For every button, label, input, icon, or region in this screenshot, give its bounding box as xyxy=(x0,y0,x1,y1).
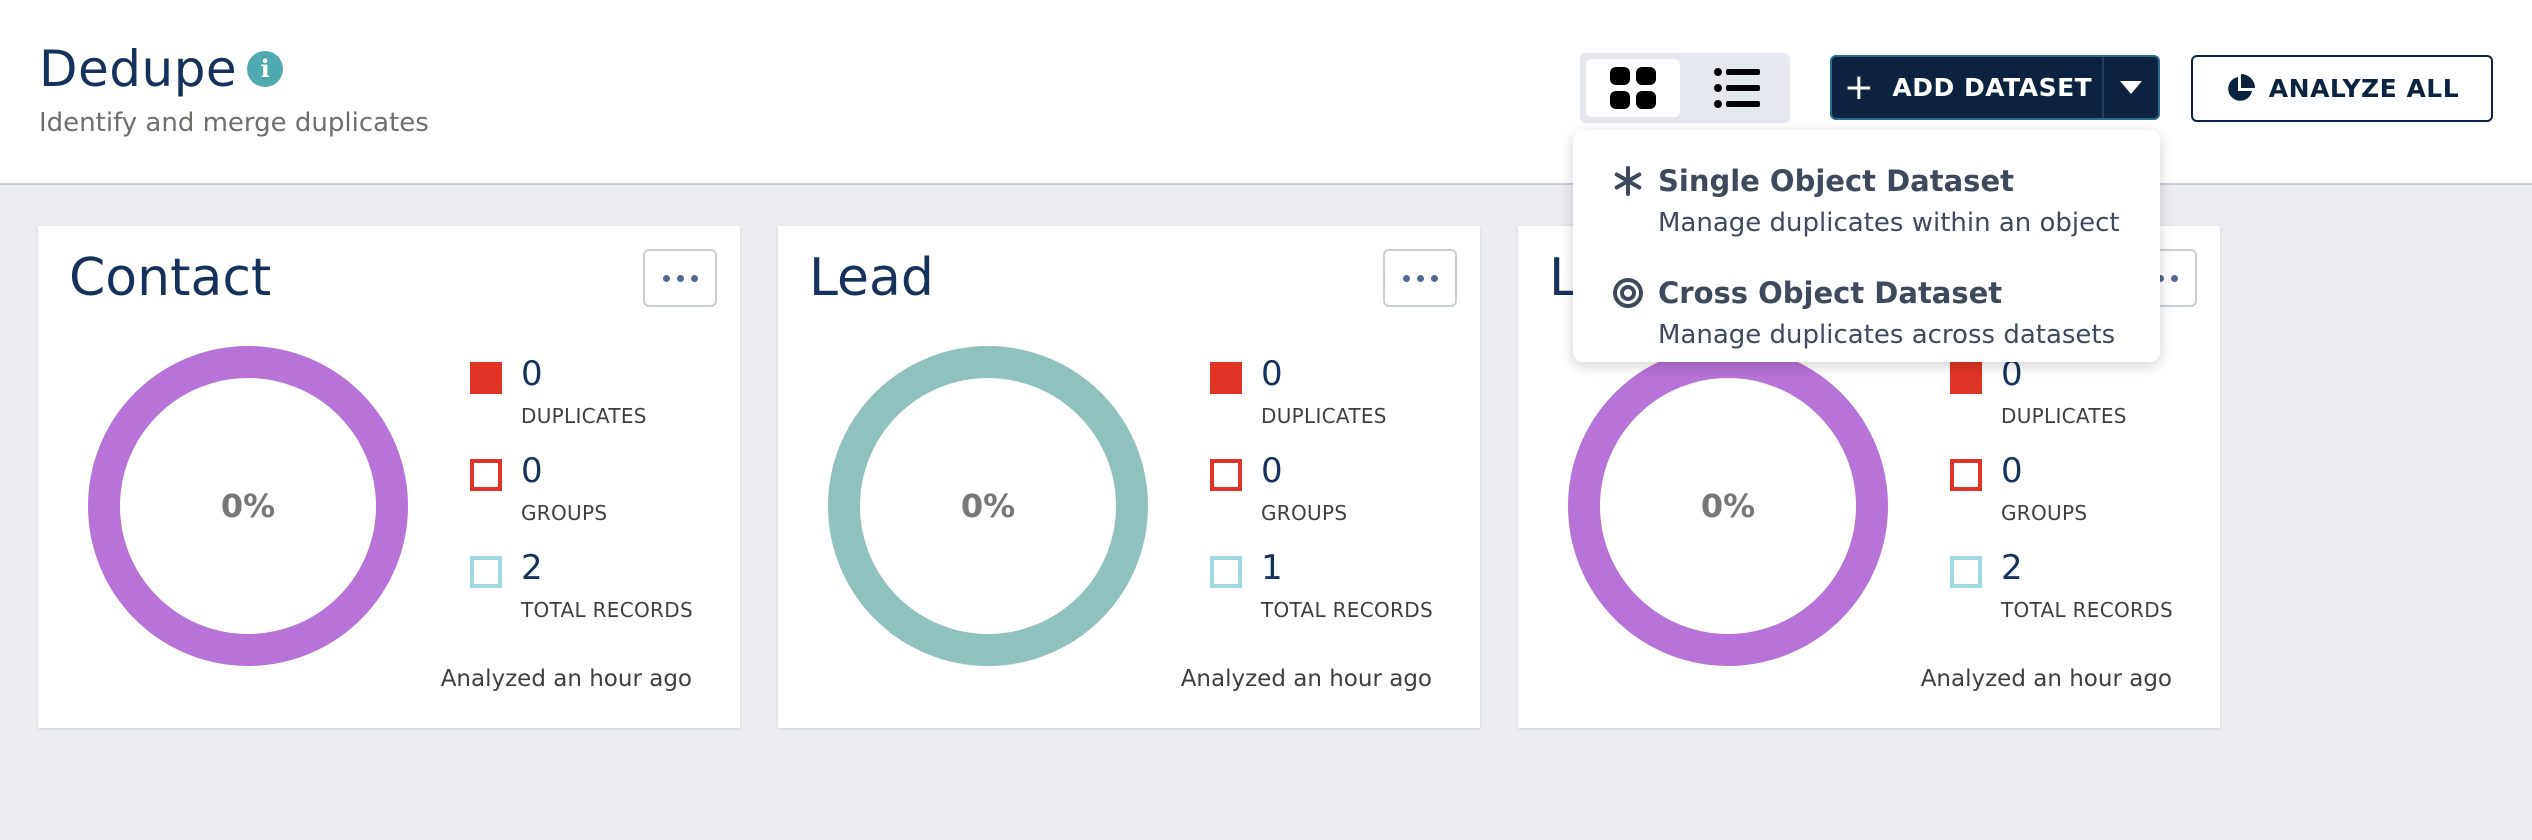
total-records-label: TOTAL RECORDS xyxy=(521,598,693,622)
legend-groups-swatch xyxy=(1210,459,1242,491)
dot-icon xyxy=(676,274,684,282)
caret-down-icon xyxy=(2120,80,2142,94)
groups-label: GROUPS xyxy=(2001,501,2088,525)
page-header: Dedupe i Identify and merge duplicates xyxy=(0,0,2532,185)
menu-item-title: Single Object Dataset xyxy=(1658,164,2014,198)
card-menu-button[interactable] xyxy=(643,249,717,307)
legend-groups-swatch xyxy=(1950,459,1982,491)
donut-chart xyxy=(1568,346,1888,666)
add-dataset-dropdown-menu: Single Object Dataset Manage duplicates … xyxy=(1573,130,2160,362)
menu-item-title: Cross Object Dataset xyxy=(1658,276,2003,310)
analyze-all-button[interactable]: ANALYZE ALL xyxy=(2191,55,2493,122)
dot-icon xyxy=(2170,274,2178,282)
view-toggle xyxy=(1580,53,1790,123)
card-title: Lead xyxy=(809,248,934,308)
target-icon xyxy=(1611,276,1645,310)
pie-chart-icon xyxy=(2228,73,2255,101)
legend-duplicates-swatch xyxy=(470,362,502,394)
legend-duplicates-swatch xyxy=(1950,362,1982,394)
list-view-button[interactable] xyxy=(1690,59,1784,117)
legend-groups-swatch xyxy=(470,459,502,491)
legend-total-swatch xyxy=(1210,556,1242,588)
page-subtitle: Identify and merge duplicates xyxy=(39,108,429,138)
duplicates-label: DUPLICATES xyxy=(1261,404,1387,428)
donut-chart xyxy=(828,346,1148,666)
add-dataset-dropdown-toggle[interactable] xyxy=(2102,57,2158,118)
menu-item-cross-object-dataset[interactable]: Cross Object Dataset Manage duplicates a… xyxy=(1573,252,2160,362)
plus-icon: + xyxy=(1843,66,1875,108)
list-icon xyxy=(1714,68,1760,108)
total-records-count: 2 xyxy=(2001,548,2023,588)
menu-item-description: Manage duplicates within an object xyxy=(1658,208,2120,238)
analyzed-timestamp: Analyzed an hour ago xyxy=(1920,666,2172,692)
add-dataset-label: ADD DATASET xyxy=(1892,73,2093,102)
total-records-count: 1 xyxy=(1261,548,1283,588)
add-dataset-button[interactable]: + ADD DATASET xyxy=(1832,57,2104,118)
donut-percent: 0% xyxy=(1700,487,1756,525)
dot-icon xyxy=(1416,274,1424,282)
donut-chart xyxy=(88,346,408,666)
total-records-count: 2 xyxy=(521,548,543,588)
dot-icon xyxy=(1402,274,1410,282)
dot-icon xyxy=(2156,274,2164,282)
dataset-card-lead[interactable]: Lead 0% 0 DUPLICATES 0 GROUPS 1 TOTAL RE… xyxy=(778,226,1480,728)
dot-icon xyxy=(690,274,698,282)
dot-icon xyxy=(1430,274,1438,282)
total-records-label: TOTAL RECORDS xyxy=(1261,598,1433,622)
donut-percent: 0% xyxy=(220,487,276,525)
card-menu-button[interactable] xyxy=(1383,249,1457,307)
dataset-card-contact[interactable]: Contact 0% 0 DUPLICATES 0 GROUPS 2 TOTAL… xyxy=(38,226,740,728)
duplicates-label: DUPLICATES xyxy=(521,404,647,428)
donut-percent: 0% xyxy=(960,487,1016,525)
dot-icon xyxy=(662,274,670,282)
card-title: Contact xyxy=(69,248,272,308)
groups-label: GROUPS xyxy=(521,501,608,525)
analyze-all-label: ANALYZE ALL xyxy=(2268,74,2460,103)
total-records-label: TOTAL RECORDS xyxy=(2001,598,2173,622)
legend-duplicates-swatch xyxy=(1210,362,1242,394)
page-title: Dedupe xyxy=(39,40,238,98)
duplicates-label: DUPLICATES xyxy=(2001,404,2127,428)
groups-count: 0 xyxy=(1261,451,1283,491)
add-dataset-split-button: + ADD DATASET xyxy=(1830,55,2160,120)
grid-view-button[interactable] xyxy=(1586,59,1680,117)
title-wrap: Dedupe i xyxy=(39,40,284,98)
analyzed-timestamp: Analyzed an hour ago xyxy=(440,666,692,692)
grid-icon xyxy=(1610,67,1656,109)
legend-total-swatch xyxy=(1950,556,1982,588)
duplicates-count: 0 xyxy=(521,354,543,394)
asterisk-icon xyxy=(1611,164,1645,198)
duplicates-count: 0 xyxy=(2001,354,2023,394)
duplicates-count: 0 xyxy=(1261,354,1283,394)
analyzed-timestamp: Analyzed an hour ago xyxy=(1180,666,1432,692)
menu-item-description: Manage duplicates across datasets xyxy=(1658,320,2116,350)
groups-count: 0 xyxy=(2001,451,2023,491)
info-icon[interactable]: i xyxy=(247,51,284,87)
groups-label: GROUPS xyxy=(1261,501,1348,525)
groups-count: 0 xyxy=(521,451,543,491)
menu-item-single-object-dataset[interactable]: Single Object Dataset Manage duplicates … xyxy=(1573,140,2160,250)
legend-total-swatch xyxy=(470,556,502,588)
